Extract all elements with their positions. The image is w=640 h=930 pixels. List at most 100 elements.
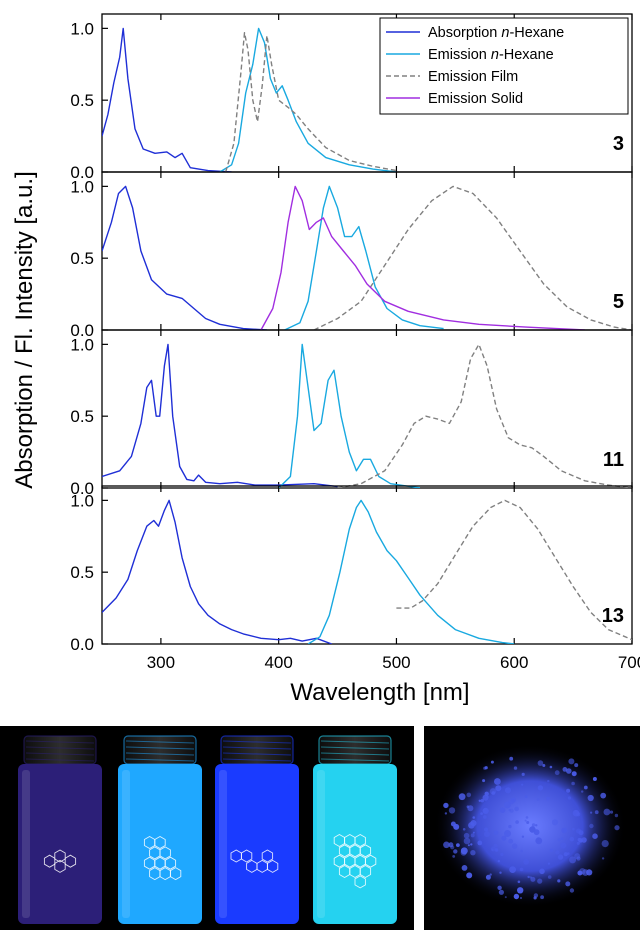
series-line-em_film xyxy=(337,343,632,488)
powder-grain xyxy=(485,874,491,880)
legend-box xyxy=(379,17,629,115)
series-line-em_film xyxy=(313,185,632,330)
powder-grain xyxy=(472,831,475,834)
powder-grain xyxy=(467,844,470,847)
powder-grain xyxy=(504,787,512,794)
vial-thread xyxy=(320,752,390,756)
powder-grain xyxy=(521,783,524,786)
y-tick-label: 1.0 xyxy=(70,491,94,510)
powder-sample xyxy=(434,744,626,908)
series-line-em_film xyxy=(396,499,632,641)
y-tick-label: 0.0 xyxy=(70,479,94,498)
powder-grain xyxy=(576,841,580,845)
vial-thread xyxy=(125,746,195,750)
powder-grain xyxy=(531,823,536,827)
powder-grain xyxy=(495,785,502,792)
powder-grain xyxy=(484,827,489,832)
powder-grain xyxy=(463,832,470,839)
powder-grain xyxy=(500,852,504,857)
powder-grain xyxy=(498,889,504,895)
powder-grain xyxy=(521,835,525,838)
x-tick-label: 600 xyxy=(500,653,528,672)
legend: Absorption n-Hexane Emission n-Hexane Emis… xyxy=(379,17,629,115)
powder-grain xyxy=(537,878,543,884)
powder-grain xyxy=(508,824,512,829)
powder-grain xyxy=(497,859,501,863)
powder-grain xyxy=(567,796,572,800)
powder-grain xyxy=(482,815,487,819)
powder-grain xyxy=(456,843,460,847)
y-tick-label: 0.5 xyxy=(70,407,94,426)
vial-thread xyxy=(320,758,390,762)
compound-label: 3 xyxy=(613,133,624,155)
powder-grain xyxy=(563,852,568,857)
x-tick-label: 500 xyxy=(382,653,410,672)
powder-grain xyxy=(578,830,584,836)
y-tick-label: 0.5 xyxy=(70,563,94,582)
panel-4: 0.0 0.5 1.0 13 xyxy=(70,485,633,654)
powder-grain xyxy=(513,893,520,900)
powder-grain xyxy=(537,760,544,766)
powder-grain xyxy=(539,868,545,875)
powder-grain xyxy=(520,897,522,899)
powder-grain xyxy=(568,758,575,765)
powder-grain xyxy=(470,820,477,827)
vial-body xyxy=(18,764,102,924)
powder-grain xyxy=(444,812,448,815)
powder-grain xyxy=(520,849,523,853)
powder-grain xyxy=(508,838,514,844)
powder-grain xyxy=(515,820,519,824)
powder-grain xyxy=(560,842,567,849)
powder-grain xyxy=(586,869,593,876)
vial-thread xyxy=(25,746,95,750)
powder-grain xyxy=(450,821,456,827)
powder-grain xyxy=(527,875,530,879)
powder-grain xyxy=(574,853,581,860)
panel-3: 0.0 0.5 1.0 11 xyxy=(70,329,633,498)
powder-grain xyxy=(577,870,583,876)
powder-grain xyxy=(592,777,597,781)
legend-label: Emission Film xyxy=(428,69,518,85)
powder-grain xyxy=(513,766,518,770)
powder-grain xyxy=(490,846,496,852)
powder-grain xyxy=(566,768,572,774)
powder-grain xyxy=(557,838,561,842)
powder-grain xyxy=(478,799,481,802)
powder-grain xyxy=(477,840,483,846)
vial-thread xyxy=(320,746,390,750)
powder-grain xyxy=(461,865,468,871)
powder-grain xyxy=(482,779,486,783)
powder-grain xyxy=(504,896,507,899)
powder-grain xyxy=(511,843,518,849)
powder-grain xyxy=(546,796,550,801)
powder-grain xyxy=(535,837,543,845)
powder-grain xyxy=(489,788,497,795)
powder-grain xyxy=(480,812,483,815)
y-axis-label: Absorption / Fl. Intensity [a.u.] xyxy=(11,171,38,488)
molecule-structure xyxy=(143,835,182,881)
powder-grain xyxy=(482,807,489,815)
vial-thread xyxy=(222,746,292,750)
powder-grain xyxy=(569,888,575,893)
vial-thread xyxy=(222,752,292,756)
vial-3 xyxy=(18,735,102,924)
vial-thread xyxy=(222,740,292,744)
powder-grain xyxy=(542,764,546,767)
y-tick-label: 1.0 xyxy=(70,335,94,354)
vial-thread xyxy=(320,740,390,744)
powder-grain xyxy=(517,880,521,884)
vial-11 xyxy=(215,735,299,924)
powder-grain xyxy=(499,807,506,813)
x-tick-label: 400 xyxy=(264,653,292,672)
powder-grain xyxy=(490,760,494,764)
powder-grain xyxy=(501,835,507,841)
powder-grain xyxy=(450,845,455,850)
powder-grain xyxy=(493,843,498,848)
powder-grain xyxy=(555,850,560,855)
y-tick-label: 0.5 xyxy=(70,91,94,110)
series-line-abs xyxy=(102,27,232,172)
molecule-structure xyxy=(230,849,279,873)
vial-highlight xyxy=(22,770,30,918)
powder-grain xyxy=(589,823,594,829)
